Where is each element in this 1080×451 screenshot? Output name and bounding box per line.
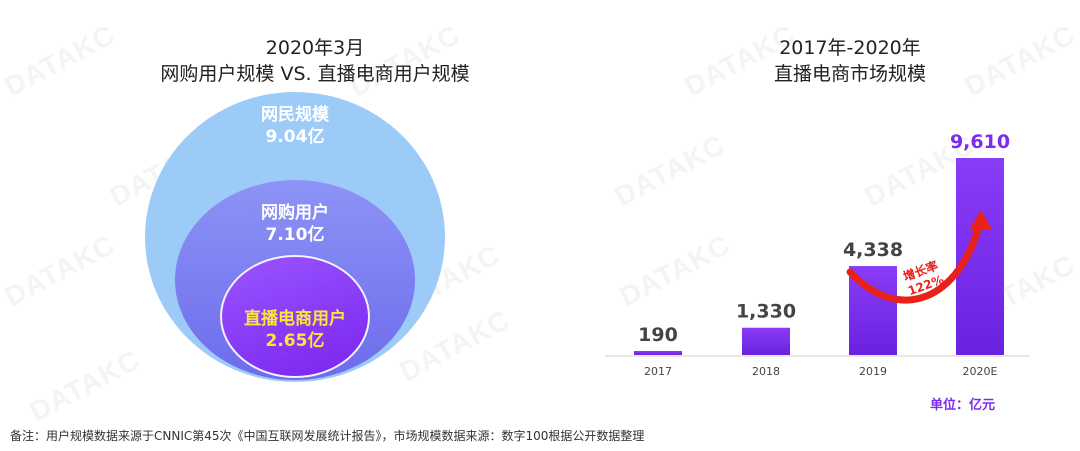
- livestream-user-label: 直播电商用户 2.65亿: [220, 308, 370, 352]
- x-tick-2018: 2018: [752, 365, 780, 378]
- growth-arrow: [846, 218, 984, 304]
- watermark: DATAKC: [24, 343, 146, 428]
- bar-2018: [742, 327, 790, 355]
- watermark: DATAKC: [0, 18, 121, 103]
- growth-arrow-head: [969, 210, 992, 230]
- unit-label: 单位：亿元: [930, 398, 996, 413]
- x-tick-2017: 2017: [644, 365, 672, 378]
- left-title-line2: 网购用户规模 VS. 直播电商用户规模: [160, 63, 470, 85]
- value-label-2018: 1,330: [736, 301, 796, 323]
- livestream-user-circle: [220, 255, 370, 378]
- value-label-2017: 190: [638, 324, 678, 346]
- right-title-line2: 直播电商市场规模: [773, 63, 926, 85]
- watermark: DATAKC: [0, 228, 121, 313]
- netizen-label-text: 网民规模: [261, 105, 329, 125]
- value-label-2019: 4,338: [843, 239, 903, 261]
- value-label-2020E: 9,610: [950, 131, 1010, 153]
- right-title-line1: 2017年-2020年: [779, 37, 921, 59]
- x-tick-2020E: 2020E: [963, 365, 998, 378]
- online-shopper-label-text: 网购用户: [261, 203, 329, 223]
- left-chart-title: 2020年3月 网购用户规模 VS. 直播电商用户规模: [150, 35, 480, 87]
- bar-2017: [634, 351, 682, 355]
- livestream-user-label-text: 直播电商用户: [244, 309, 346, 329]
- x-tick-2019: 2019: [859, 365, 887, 378]
- netizen-value: 9.04亿: [265, 127, 325, 147]
- left-title-line1: 2020年3月: [265, 37, 365, 59]
- online-shopper-value: 7.10亿: [265, 225, 325, 245]
- netizen-label: 网民规模 9.04亿: [230, 104, 360, 148]
- right-chart-title: 2017年-2020年 直播电商市场规模: [700, 35, 1000, 87]
- footnote: 备注：用户规模数据来源于CNNIC第45次《中国互联网发展统计报告》，市场规模数…: [10, 429, 645, 443]
- livestream-user-value: 2.65亿: [265, 331, 325, 351]
- online-shopper-label: 网购用户 7.10亿: [230, 202, 360, 246]
